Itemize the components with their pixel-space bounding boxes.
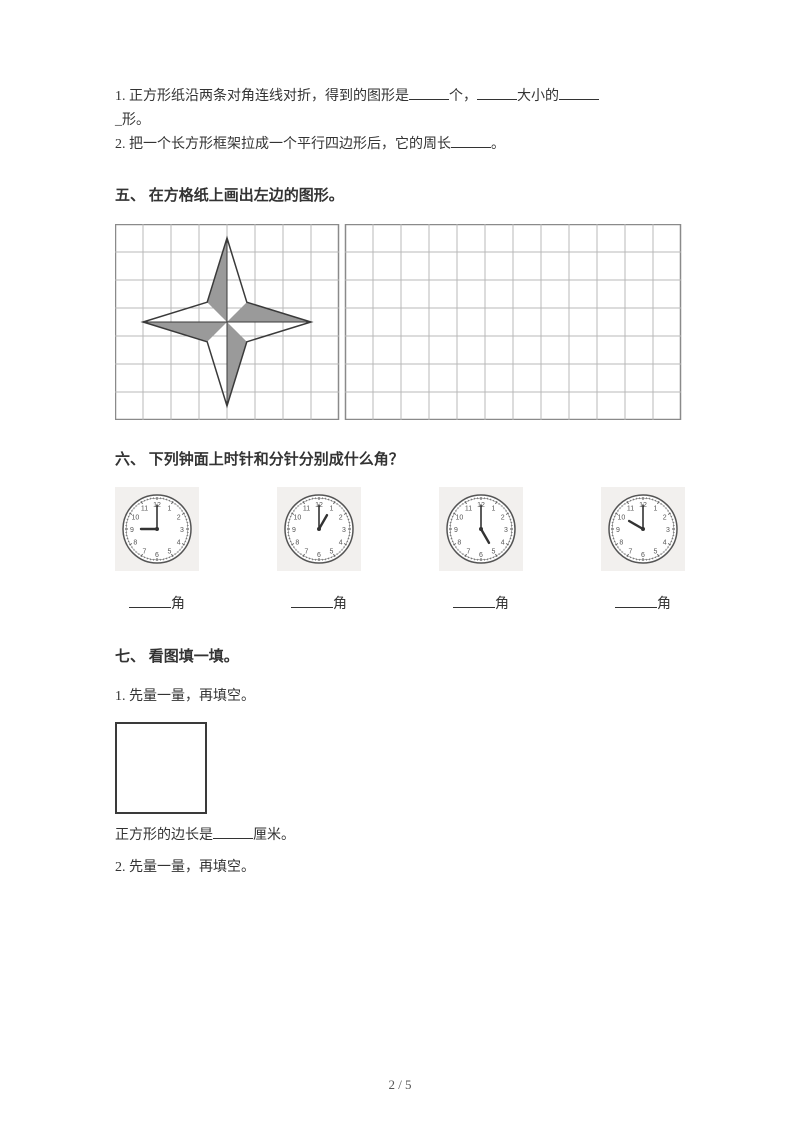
q1-suffix: 形。 <box>122 113 150 128</box>
clock-blank-4[interactable] <box>615 594 657 608</box>
clock-item-2: 123456789101112 角 <box>277 487 361 617</box>
clock-label-3: 角 <box>495 597 509 612</box>
svg-text:1: 1 <box>492 506 496 513</box>
svg-text:4: 4 <box>501 540 505 547</box>
svg-text:10: 10 <box>293 515 301 522</box>
question-7-1: 1. 先量一量，再填空。 <box>115 685 685 709</box>
section-6-heading: 六、 下列钟面上时针和分针分别成什么角？ <box>115 448 685 474</box>
clock-blank-1[interactable] <box>129 594 171 608</box>
svg-text:7: 7 <box>305 549 309 556</box>
clock-label-4: 角 <box>657 597 671 612</box>
q1-blank-1[interactable] <box>409 86 449 100</box>
q1-prefix: 1. 正方形纸沿两条对角连线对折，得到的图形是 <box>115 89 409 104</box>
svg-text:5: 5 <box>492 549 496 556</box>
svg-text:11: 11 <box>141 506 148 513</box>
clock-answer-2: 角 <box>277 593 361 617</box>
question-2: 2. 把一个长方形框架拉成一个平行四边形后，它的周长 。 <box>115 133 685 157</box>
svg-text:11: 11 <box>465 506 472 513</box>
question-7-1-answer: 正方形的边长是 厘米。 <box>115 824 685 848</box>
svg-text:11: 11 <box>303 506 310 513</box>
svg-text:9: 9 <box>454 527 458 534</box>
svg-text:3: 3 <box>666 527 670 534</box>
clock-label-2: 角 <box>333 597 347 612</box>
svg-text:5: 5 <box>330 549 334 556</box>
square-figure <box>115 722 207 814</box>
clock-face-2: 123456789101112 <box>277 487 361 571</box>
clock-blank-3[interactable] <box>453 594 495 608</box>
clock-blank-2[interactable] <box>291 594 333 608</box>
q2-blank[interactable] <box>451 134 491 148</box>
question-7-2: 2. 先量一量，再填空。 <box>115 856 685 880</box>
q1-mid1: 个， <box>449 89 477 104</box>
clock-face-1: 123456789101112 <box>115 487 199 571</box>
svg-text:6: 6 <box>317 552 321 559</box>
svg-text:1: 1 <box>168 506 172 513</box>
svg-text:6: 6 <box>155 552 159 559</box>
page-footer: 2 / 5 <box>0 1074 800 1096</box>
clock-answer-4: 角 <box>601 593 685 617</box>
svg-text:8: 8 <box>295 540 299 547</box>
svg-text:10: 10 <box>131 515 139 522</box>
svg-text:1: 1 <box>654 506 658 513</box>
svg-text:3: 3 <box>504 527 508 534</box>
svg-text:5: 5 <box>654 549 658 556</box>
svg-text:3: 3 <box>180 527 184 534</box>
svg-text:2: 2 <box>663 515 667 522</box>
svg-text:10: 10 <box>617 515 625 522</box>
q2-suffix: 。 <box>491 137 505 152</box>
q7-1-suffix: 厘米。 <box>253 828 295 843</box>
section-5-heading: 五、 在方格纸上画出左边的图形。 <box>115 184 685 210</box>
svg-text:7: 7 <box>467 549 471 556</box>
clock-item-1: 123456789101112 角 <box>115 487 199 617</box>
svg-text:7: 7 <box>629 549 633 556</box>
svg-text:3: 3 <box>342 527 346 534</box>
section-7-heading: 七、 看图填一填。 <box>115 645 685 671</box>
clock-item-4: 123456789101112 角 <box>601 487 685 617</box>
q7-1-blank[interactable] <box>213 825 253 839</box>
svg-text:9: 9 <box>292 527 296 534</box>
svg-text:7: 7 <box>143 549 147 556</box>
svg-text:1: 1 <box>330 506 334 513</box>
svg-text:9: 9 <box>130 527 134 534</box>
svg-text:4: 4 <box>339 540 343 547</box>
clock-label-1: 角 <box>171 597 185 612</box>
svg-text:6: 6 <box>479 552 483 559</box>
svg-text:10: 10 <box>455 515 463 522</box>
svg-text:8: 8 <box>457 540 461 547</box>
clock-face-3: 123456789101112 <box>439 487 523 571</box>
clock-answer-1: 角 <box>115 593 199 617</box>
clock-face-4: 123456789101112 <box>601 487 685 571</box>
svg-text:2: 2 <box>177 515 181 522</box>
svg-text:8: 8 <box>619 540 623 547</box>
q1-mid2: 大小的 <box>517 89 559 104</box>
clock-answer-3: 角 <box>439 593 523 617</box>
svg-text:8: 8 <box>133 540 137 547</box>
svg-text:11: 11 <box>627 506 634 513</box>
q2-prefix: 2. 把一个长方形框架拉成一个平行四边形后，它的周长 <box>115 137 451 152</box>
question-1: 1. 正方形纸沿两条对角连线对折，得到的图形是个，大小的_形。 <box>115 85 685 133</box>
svg-text:2: 2 <box>501 515 505 522</box>
grid-figure <box>115 224 685 420</box>
svg-text:9: 9 <box>616 527 620 534</box>
svg-text:6: 6 <box>641 552 645 559</box>
svg-text:4: 4 <box>663 540 667 547</box>
svg-text:5: 5 <box>168 549 172 556</box>
q7-1-prefix: 正方形的边长是 <box>115 828 213 843</box>
q1-blank-2[interactable] <box>477 86 517 100</box>
svg-text:4: 4 <box>177 540 181 547</box>
clocks-row: 123456789101112 角 123456789101112 角 1234… <box>115 487 685 617</box>
q1-blank-3[interactable] <box>559 86 599 100</box>
clock-item-3: 123456789101112 角 <box>439 487 523 617</box>
svg-text:2: 2 <box>339 515 343 522</box>
